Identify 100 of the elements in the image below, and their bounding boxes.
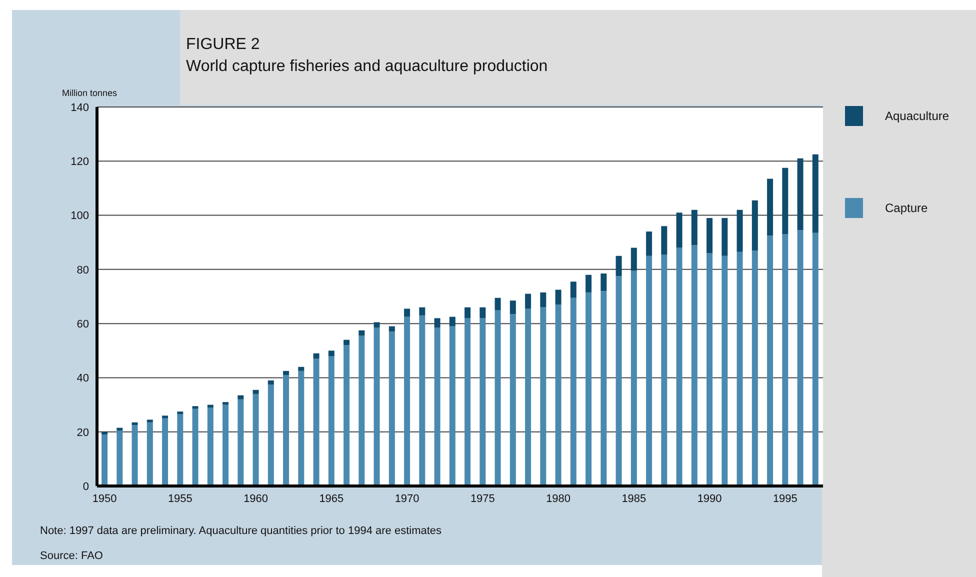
- bar: [480, 318, 486, 486]
- bar: [449, 316, 456, 326]
- bar: [480, 307, 486, 318]
- bar: [752, 250, 758, 486]
- bar: [555, 290, 562, 305]
- bar: [328, 356, 334, 486]
- bar: [525, 308, 532, 486]
- bar: [238, 395, 244, 400]
- bar: [222, 402, 229, 405]
- bar: [555, 304, 562, 486]
- bar: [268, 384, 274, 486]
- bar: [767, 178, 774, 236]
- bar: [434, 318, 440, 328]
- bar: [146, 420, 153, 422]
- x-tick-label: 1985: [622, 492, 646, 505]
- bar: [767, 236, 774, 486]
- legend-label: Aquaculture: [885, 109, 950, 123]
- bar: [464, 318, 471, 486]
- bar: [328, 350, 334, 356]
- bar: [132, 425, 138, 486]
- bar: [586, 292, 592, 486]
- bar: [102, 432, 108, 435]
- bar: [177, 412, 184, 414]
- bar: [600, 273, 607, 292]
- x-tick-label: 1980: [546, 492, 571, 505]
- bar: [752, 200, 758, 250]
- bar: [464, 307, 471, 318]
- bar: [177, 414, 184, 486]
- y-tick-label: 60: [76, 318, 89, 330]
- bar: [313, 358, 320, 486]
- bar: [661, 226, 668, 255]
- bar: [722, 218, 728, 256]
- bar: [268, 380, 274, 384]
- bar: [616, 276, 622, 486]
- bar: [207, 404, 214, 408]
- y-tick-label: 140: [70, 102, 89, 114]
- bar: [252, 390, 259, 394]
- bar: [434, 328, 440, 486]
- bar: [222, 404, 229, 486]
- bar: [404, 308, 410, 317]
- y-tick-label: 40: [76, 372, 89, 385]
- bar: [812, 232, 818, 486]
- bar: [419, 307, 426, 316]
- bar: [691, 245, 698, 486]
- bar: [586, 274, 592, 292]
- bar: [344, 345, 350, 486]
- x-tick-label: 1970: [394, 492, 420, 505]
- legend-label: Capture: [885, 201, 928, 215]
- bar: [494, 298, 501, 310]
- x-tick-label: 1965: [319, 492, 344, 505]
- bar: [646, 232, 652, 256]
- bar: [116, 428, 123, 431]
- y-tick-label: 80: [76, 264, 89, 276]
- chart-subtitle: World capture fisheries and aquaculture production: [186, 58, 548, 76]
- x-tick-label: 1995: [772, 492, 798, 505]
- bar: [706, 218, 713, 254]
- bar: [646, 256, 652, 486]
- bar: [192, 406, 198, 409]
- bar: [358, 336, 365, 486]
- bar: [162, 416, 168, 418]
- bar: [736, 210, 743, 252]
- bar: [540, 292, 546, 308]
- bar: [676, 212, 682, 248]
- bar: [344, 340, 350, 346]
- bar: [510, 314, 516, 486]
- x-tick-label: 1990: [697, 492, 722, 505]
- bar: [494, 310, 501, 486]
- bar: [616, 256, 622, 276]
- text: Note: 1997 data are preliminary. Aquaculture quantities prior to 1994 are estimates: [40, 525, 442, 537]
- bar: [797, 230, 804, 486]
- x-tick-label: 1975: [470, 492, 495, 505]
- x-tick-label: 1950: [92, 492, 117, 505]
- bar: [252, 394, 259, 486]
- bar: [146, 422, 153, 486]
- bar: [661, 254, 668, 486]
- bar: [540, 307, 546, 486]
- bar: [812, 154, 818, 233]
- bar: [404, 316, 410, 486]
- y-tick-label: 20: [76, 426, 89, 439]
- y-axis-title: Million tonnes: [62, 88, 118, 98]
- bar: [238, 399, 244, 486]
- bar: [691, 210, 698, 246]
- bar: [283, 370, 290, 376]
- y-tick-label: 100: [70, 210, 89, 222]
- bar: [736, 252, 743, 486]
- bar: [722, 256, 728, 486]
- bar: [419, 315, 426, 486]
- bar: [388, 326, 395, 332]
- bar: [797, 158, 804, 230]
- bar: [358, 330, 365, 336]
- bar: [676, 248, 682, 486]
- bar: [510, 300, 516, 314]
- y-tick-label: 0: [82, 480, 89, 493]
- bar: [298, 370, 304, 486]
- chart-title: FIGURE 2: [186, 36, 260, 54]
- bar: [298, 366, 304, 371]
- bar: [116, 430, 123, 486]
- x-tick-label: 1960: [244, 492, 268, 505]
- bar: [374, 328, 380, 486]
- bar: [630, 248, 637, 271]
